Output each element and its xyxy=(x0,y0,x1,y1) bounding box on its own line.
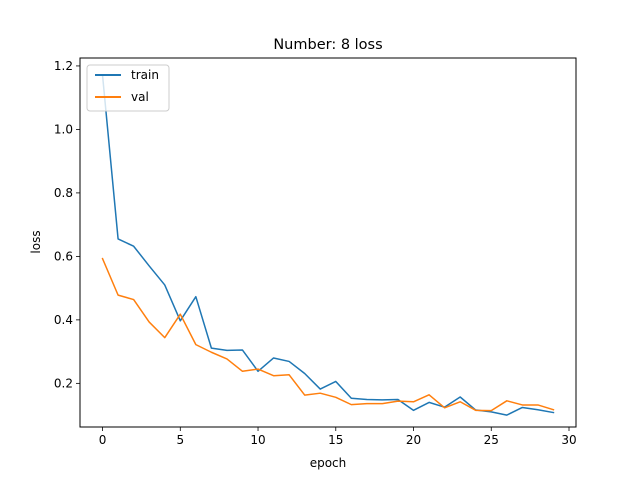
y-axis-ticks: 0.2 0.4 0.6 0.8 1.0 1.2 xyxy=(54,59,80,390)
chart-title: Number: 8 loss xyxy=(273,37,382,53)
x-tick-label: 0 xyxy=(99,433,107,447)
y-tick-label: 0.6 xyxy=(54,249,73,263)
legend-label-train: train xyxy=(131,68,159,82)
x-axis-label: epoch xyxy=(310,456,347,470)
x-tick-label: 20 xyxy=(406,433,421,447)
y-tick-label: 1.0 xyxy=(54,122,73,136)
x-axis-ticks: 0 5 10 15 20 25 30 xyxy=(99,427,577,447)
legend-label-val: val xyxy=(131,90,149,104)
x-tick-label: 25 xyxy=(484,433,499,447)
series-line-val xyxy=(101,257,555,412)
plot-frame xyxy=(79,57,577,428)
y-axis-label: loss xyxy=(29,230,43,253)
series-line-train xyxy=(101,74,555,416)
y-tick-label: 0.4 xyxy=(54,313,73,327)
x-tick-label: 15 xyxy=(328,433,343,447)
y-tick-label: 0.2 xyxy=(54,376,73,390)
y-tick-label: 0.8 xyxy=(54,186,73,200)
x-tick-label: 30 xyxy=(561,433,576,447)
plot-area xyxy=(101,74,555,416)
x-tick-label: 10 xyxy=(250,433,265,447)
legend: train val xyxy=(86,64,170,112)
y-tick-label: 1.2 xyxy=(54,59,73,73)
x-tick-label: 5 xyxy=(176,433,184,447)
legend-box xyxy=(86,64,170,112)
